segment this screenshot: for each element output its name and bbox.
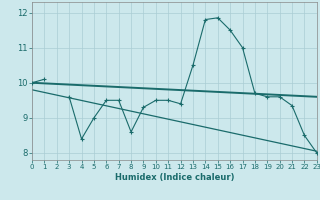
X-axis label: Humidex (Indice chaleur): Humidex (Indice chaleur) (115, 173, 234, 182)
